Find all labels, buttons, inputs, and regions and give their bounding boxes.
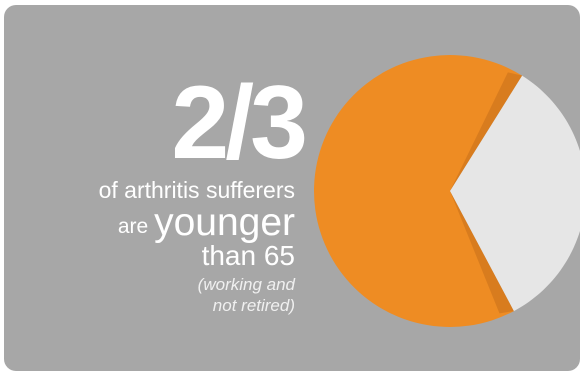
pie-edge-shade-upper [450,72,523,191]
pie-edge-shade-lower [450,191,514,314]
caption-are: are [117,215,149,238]
caption-line-1: of arthritis sufferers [98,177,295,203]
infographic-card: 2/3 of arthritis sufferers are younger t… [4,5,580,371]
pie-slice-majority [313,54,523,327]
caption-note-line-1: (working and [197,275,295,294]
pie-chart [313,54,580,327]
pie-slice-minority [450,75,580,312]
caption-line-2: are younger [118,201,295,245]
caption-younger: younger [154,201,295,244]
caption-line-3: than 65 [201,240,295,271]
headline-fraction: 2/3 [171,65,308,181]
caption-note-line-2: not retired) [212,296,295,315]
